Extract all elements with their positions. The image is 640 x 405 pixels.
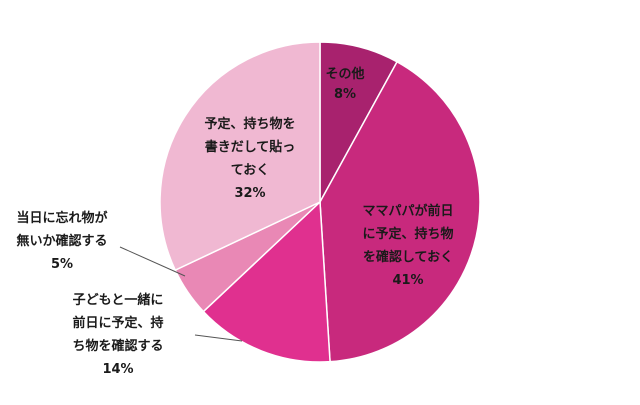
pie-slice-2: [202, 200, 331, 363]
slice-label-line: 当日に忘れ物が: [16, 210, 107, 226]
pie-slice-4: [159, 41, 321, 272]
slice-label-line: 書きだして貼っ: [205, 139, 296, 155]
slice-label-line: 32%: [234, 186, 265, 201]
slice-label-line: を確認しておく: [363, 249, 453, 265]
leader-lines: [119, 246, 243, 342]
slice-label-line: ておく: [231, 163, 270, 178]
slice-label-line: 前日に予定、持: [72, 315, 163, 331]
slice-label-line: ち物を確認する: [72, 338, 163, 354]
slice-label-line: ママパパが前日: [362, 203, 453, 219]
pie-slice-1: [319, 60, 481, 363]
slice-label-1: ママパパが前日に予定、持ち物を確認しておく 41%: [362, 203, 453, 288]
slice-label-4: 予定、持ち物を書きだして貼っておく 32%: [204, 116, 295, 201]
slice-label-line: 41%: [392, 273, 423, 288]
slice-label-line: 5%: [51, 257, 73, 272]
slice-label-line: 無いか確認する: [16, 233, 107, 249]
leader-line-2: [194, 334, 243, 342]
slice-label-3: 当日に忘れ物が無いか確認する 5%: [16, 210, 107, 272]
slice-label-line: 子どもと一緒に: [73, 292, 164, 308]
slice-label-line: 予定、持ち物を: [204, 116, 295, 132]
slice-labels: その他 8% ママパパが前日に予定、持ち物を確認しておく 41% 子どもと一緒に前日に予…: [16, 66, 453, 377]
pie-slices: [159, 41, 481, 363]
leader-line-3: [119, 246, 186, 277]
slice-label-line: その他: [325, 66, 364, 82]
slice-label-0: その他 8%: [325, 66, 364, 102]
slice-label-line: 8%: [334, 87, 356, 102]
slice-label-line: 14%: [102, 362, 133, 377]
slice-label-2: 子どもと一緒に前日に予定、持ち物を確認する 14%: [72, 292, 163, 377]
slice-label-line: に予定、持ち物: [362, 226, 453, 242]
